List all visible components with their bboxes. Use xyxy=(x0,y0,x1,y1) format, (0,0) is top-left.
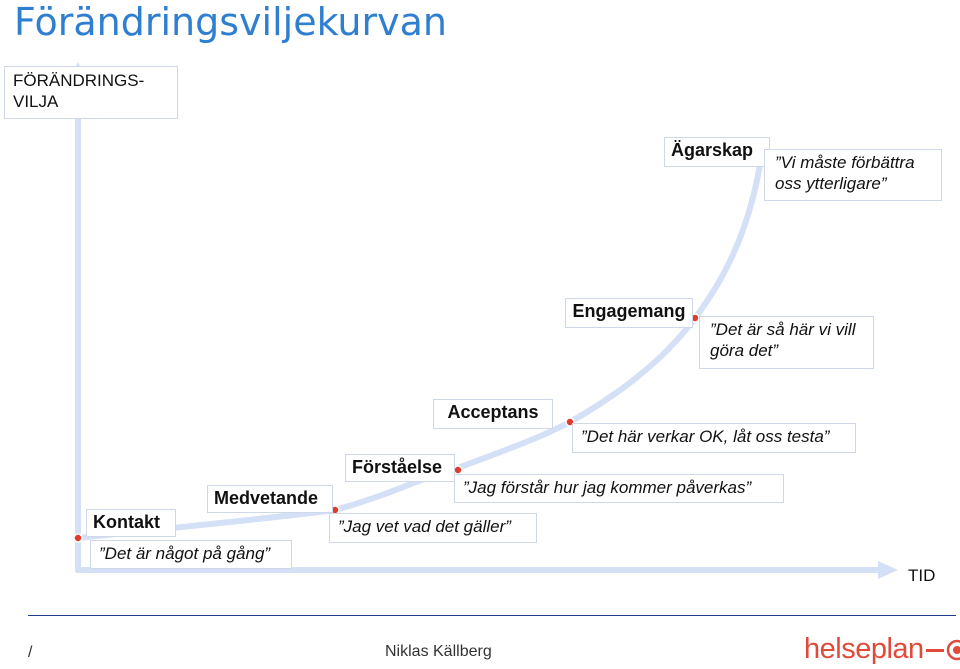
stage-label-kontakt: Kontakt xyxy=(86,509,176,537)
stage-quote-forstaelse: ”Jag förstår hur jag kommer påverkas” xyxy=(454,474,784,503)
stage-label-engagemang: Engagemang xyxy=(565,298,693,328)
stage-label-forstaelse: Förståelse xyxy=(345,454,455,482)
y-axis-label: FÖRÄNDRINGS- VILJA xyxy=(4,66,178,119)
stage-quote-agarskap: ”Vi måste förbättra oss ytterligare” xyxy=(764,149,942,201)
change-curve xyxy=(75,149,765,541)
logo-dash xyxy=(925,648,944,652)
stage-label-medvetande: Medvetande xyxy=(207,485,333,513)
footer-slash: / xyxy=(28,644,33,661)
stage-quote-acceptans: ”Det här verkar OK, låt oss testa” xyxy=(572,423,856,453)
stage-label-acceptans: Acceptans xyxy=(433,399,553,429)
stage-marker-kontakt xyxy=(73,533,83,543)
stage-marker-forstaelse xyxy=(453,465,463,475)
stage-quote-medvetande: ”Jag vet vad det gäller” xyxy=(329,513,537,543)
stage-quote-engagemang: ”Det är så här vi vill göra det” xyxy=(699,316,874,369)
footer-author: Niklas Källberg xyxy=(385,643,492,660)
x-axis-arrowhead xyxy=(878,561,898,579)
x-axis-label: TID xyxy=(908,566,936,585)
stage-quote-kontakt: ”Det är något på gång” xyxy=(90,540,292,569)
target-arrow-icon xyxy=(946,640,960,661)
page-title: Förändringsviljekurvan xyxy=(14,0,447,44)
helseplan-logo: helseplan xyxy=(804,633,960,666)
footer-divider xyxy=(28,615,956,616)
logo-text: helseplan xyxy=(804,633,924,665)
stage-label-agarskap: Ägarskap xyxy=(664,137,770,167)
